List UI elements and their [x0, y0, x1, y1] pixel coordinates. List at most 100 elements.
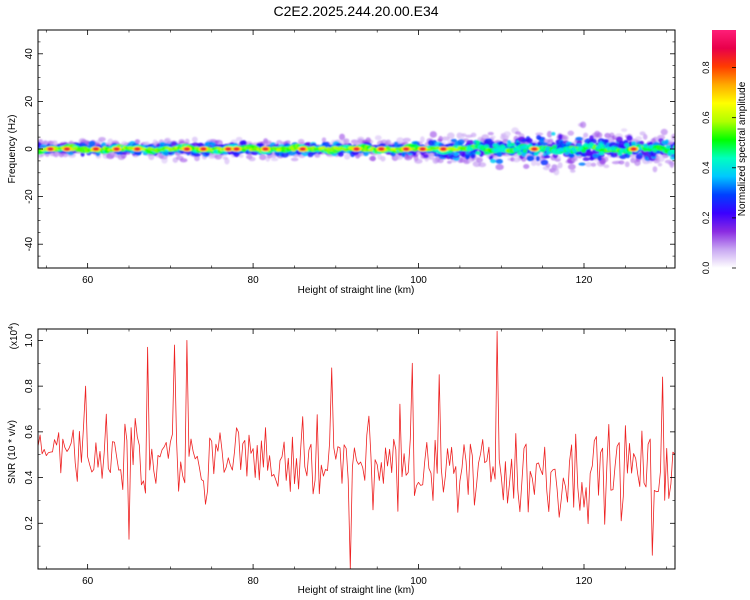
heatmap-cell [590, 138, 597, 144]
heatmap-cell [620, 128, 628, 132]
heatmap-cell [484, 150, 490, 155]
heatmap-cell [667, 152, 673, 157]
figure-title: C2E2.2025.244.20.00.E34 [273, 3, 438, 19]
heatmap-hotspot [353, 147, 360, 151]
heatmap-cell [639, 131, 646, 136]
snr-xtick-label: 100 [410, 576, 427, 587]
heatmap-hotspot [630, 147, 637, 151]
heatmap-hotspot [402, 147, 410, 151]
heatmap-cell [466, 140, 475, 145]
heatmap-cell [525, 138, 533, 144]
spectrogram-panel: 60 80 100 120 -40 -20 0 20 40 Height of straight… [7, 29, 676, 296]
heatmap-cell [587, 144, 593, 149]
snr-ytick-label: 0.8 [24, 379, 35, 393]
heatmap-cell [343, 138, 350, 145]
heatmap-cell [642, 147, 648, 152]
heatmap-cell [478, 162, 487, 168]
heatmap-cell [248, 156, 256, 162]
heatmap-cell [546, 130, 553, 138]
heatmap-hotspot [378, 147, 385, 151]
heatmap-cell [559, 147, 565, 152]
colorbar-tick-label: 0.2 [701, 212, 711, 225]
heatmap-cell [567, 130, 575, 136]
heatmap-cell [526, 155, 535, 162]
heatmap-cell [394, 154, 404, 160]
snr-multiplier-base: (x10 [9, 329, 20, 349]
heatmap-cell [672, 153, 675, 159]
heatmap-cell [447, 132, 455, 139]
heatmap-cell [578, 162, 586, 166]
colorbar-tick-label: 0.6 [701, 111, 711, 124]
heatmap-cell [582, 157, 590, 162]
heatmap-cell [554, 158, 561, 162]
heatmap-cell [344, 153, 351, 160]
heatmap-cell [514, 131, 521, 135]
heatmap-cell [635, 136, 643, 141]
heatmap-cell [667, 161, 675, 166]
heatmap-cell [288, 146, 294, 150]
heatmap-cell [624, 161, 630, 168]
heatmap-cell [475, 150, 481, 155]
heatmap-cell [519, 145, 525, 150]
spectrogram-xlabel: Height of straight line (km) [298, 285, 415, 296]
heatmap-cell [339, 133, 346, 141]
heatmap-cell [72, 146, 78, 150]
heatmap-cell [193, 153, 201, 157]
heatmap-cell [603, 164, 610, 169]
snr-ticks: 60 80 100 120 0.2 0.4 0.6 0.8 1.0 [24, 329, 675, 587]
heatmap-cell [393, 141, 399, 146]
spectrogram-ytick-label: -40 [24, 237, 35, 252]
heatmap-cell [604, 139, 609, 143]
heatmap-cell [600, 144, 606, 149]
heatmap-cell [194, 155, 200, 162]
heatmap-cell [320, 146, 327, 150]
spectrogram-ytick-label: -20 [24, 189, 35, 204]
heatmap-cell [457, 139, 465, 145]
heatmap-cell [450, 138, 458, 143]
heatmap-cell [179, 158, 188, 163]
heatmap-cell [571, 147, 577, 152]
heatmap-cell [420, 136, 425, 143]
heatmap-cell [77, 148, 83, 152]
heatmap-cell [475, 140, 481, 145]
heatmap-cell [429, 131, 437, 138]
heatmap-cell [535, 162, 541, 166]
spectrogram-ytick-label: 0 [24, 146, 35, 152]
heatmap-cell [438, 135, 443, 143]
snr-panel: 60 80 100 120 0.2 0.4 0.6 0.8 1.0 Height of stra… [7, 323, 676, 596]
heatmap-cell [304, 142, 313, 147]
heatmap-cell [470, 132, 477, 138]
heatmap-cell [597, 155, 602, 161]
snr-multiplier: (x104) [8, 323, 20, 350]
heatmap-cell [543, 155, 551, 159]
heatmap-cell [516, 151, 522, 156]
heatmap-cell [88, 140, 96, 147]
spectrogram-ticks: 60 80 100 120 -40 -20 0 20 40 [24, 30, 675, 286]
heatmap-cell [631, 141, 637, 146]
heatmap-hotspot [63, 147, 71, 151]
heatmap-cell [490, 158, 497, 164]
heatmap-cell [624, 143, 630, 148]
snr-ylabel: SNR (10 * v/v) [7, 420, 18, 484]
heatmap-cell [619, 154, 627, 160]
heatmap-cell [535, 155, 540, 162]
colorbar-tick-label: 0.0 [701, 262, 711, 275]
heatmap-cell [297, 138, 305, 145]
heatmap-cell [437, 158, 444, 164]
heatmap-cell [523, 163, 530, 169]
heatmap-cell [466, 147, 472, 152]
heatmap-cell [196, 142, 204, 147]
heatmap-cell [557, 162, 563, 169]
snr-ytick-label: 0.2 [24, 516, 35, 530]
heatmap-cell [575, 136, 584, 141]
heatmap-cell [585, 151, 593, 156]
heatmap-cell [535, 132, 544, 136]
heatmap-cell [568, 153, 575, 158]
heatmap-hotspot [299, 147, 306, 151]
heatmap-cell [562, 134, 570, 142]
heatmap-hotspot [92, 147, 100, 151]
heatmap-cell [314, 153, 321, 158]
snr-xlabel: Height of straight line (km) [298, 585, 415, 596]
heatmap-cell [506, 143, 512, 148]
